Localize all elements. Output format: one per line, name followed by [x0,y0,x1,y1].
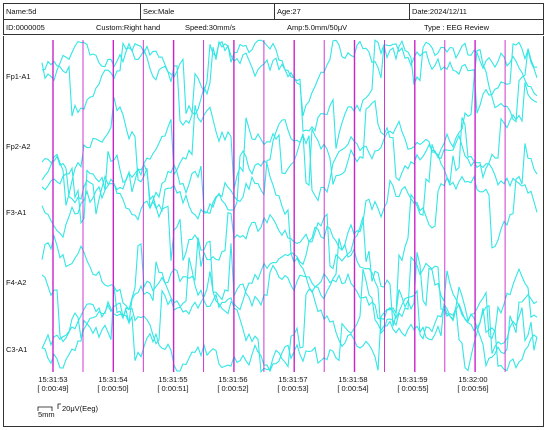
channel-label-fp2-a2: Fp2-A2 [6,142,31,151]
time-tick-elapsed: [ 0:00:50] [97,384,129,393]
time-tick: 15:31:57 [ 0:00:53] [273,375,313,393]
time-tick-clock: 15:31:54 [98,375,128,384]
time-tick: 15:31:56 [ 0:00:52] [213,375,253,393]
time-tick: 15:31:54 [ 0:00:50] [93,375,133,393]
time-scale-label: 5mm [38,410,55,419]
time-tick-clock: 15:32:00 [458,375,488,384]
amp-scale-label: 20μV(Eeg) [62,404,99,413]
time-tick: 15:31:55 [ 0:00:51] [153,375,193,393]
record-date: Date:2024/12/11 [412,7,467,16]
divider [140,4,141,19]
time-tick: 15:31:59 [ 0:00:55] [393,375,433,393]
time-tick: 15:31:53 [ 0:00:49] [33,375,73,393]
time-tick-elapsed: [ 0:00:56] [457,384,489,393]
time-tick-elapsed: [ 0:00:55] [397,384,429,393]
patient-sex: Sex:Male [143,7,175,16]
review-type: Type : EEG Review [424,23,490,32]
time-tick-clock: 15:31:56 [218,375,248,384]
divider [274,4,275,19]
header-panel: Name:5d Sex:Male Age:27 Date:2024/12/11 … [3,3,544,35]
header-row-1: Name:5d Sex:Male Age:27 Date:2024/12/11 [4,4,543,20]
time-tick-clock: 15:31:55 [158,375,188,384]
custom-info: Custom:Right hand [96,23,161,32]
eeg-trace-fp2-a2 [41,48,537,214]
patient-age: Age:27 [277,7,301,16]
time-tick-elapsed: [ 0:00:51] [157,384,189,393]
channel-label-fp1-a1: Fp1-A1 [6,72,31,81]
time-tick-clock: 15:31:57 [278,375,308,384]
eeg-trace-f4-a2 [41,233,538,340]
divider [409,4,410,19]
eeg-trace-f3-a1 [41,143,538,266]
channel-label-f3-a1: F3-A1 [6,208,27,217]
time-tick-elapsed: [ 0:00:49] [37,384,69,393]
speed-info: Speed:30mm/s [185,23,236,32]
time-tick: 15:32:00 [ 0:00:56] [453,375,493,393]
amp-info: Amp:5.0mm/50μV [287,23,348,32]
patient-id: ID:0000005 [6,23,45,32]
eeg-trace-c3-a1 [41,268,538,373]
header-row-2: ID:0000005 Custom:Right hand Speed:30mm/… [4,20,543,35]
patient-name: Name:5d [6,7,37,16]
time-tick-clock: 15:31:59 [398,375,428,384]
time-tick-elapsed: [ 0:00:52] [217,384,249,393]
time-tick-elapsed: [ 0:00:53] [277,384,309,393]
eeg-trace-fp1-a1 [41,39,538,116]
channel-label-c3-a1: C3-A1 [6,345,28,354]
time-tick-elapsed: [ 0:00:54] [337,384,369,393]
eeg-trace-fp2-a2 [41,82,538,215]
time-tick: 15:31:58 [ 0:00:54] [333,375,373,393]
eeg-plot-area [3,36,544,427]
eeg-trace-fp1-a1 [41,39,538,149]
channel-label-f4-a2: F4-A2 [6,278,27,287]
eeg-trace-f3-a1 [41,117,538,327]
time-tick-clock: 15:31:58 [338,375,368,384]
time-tick-clock: 15:31:53 [38,375,68,384]
